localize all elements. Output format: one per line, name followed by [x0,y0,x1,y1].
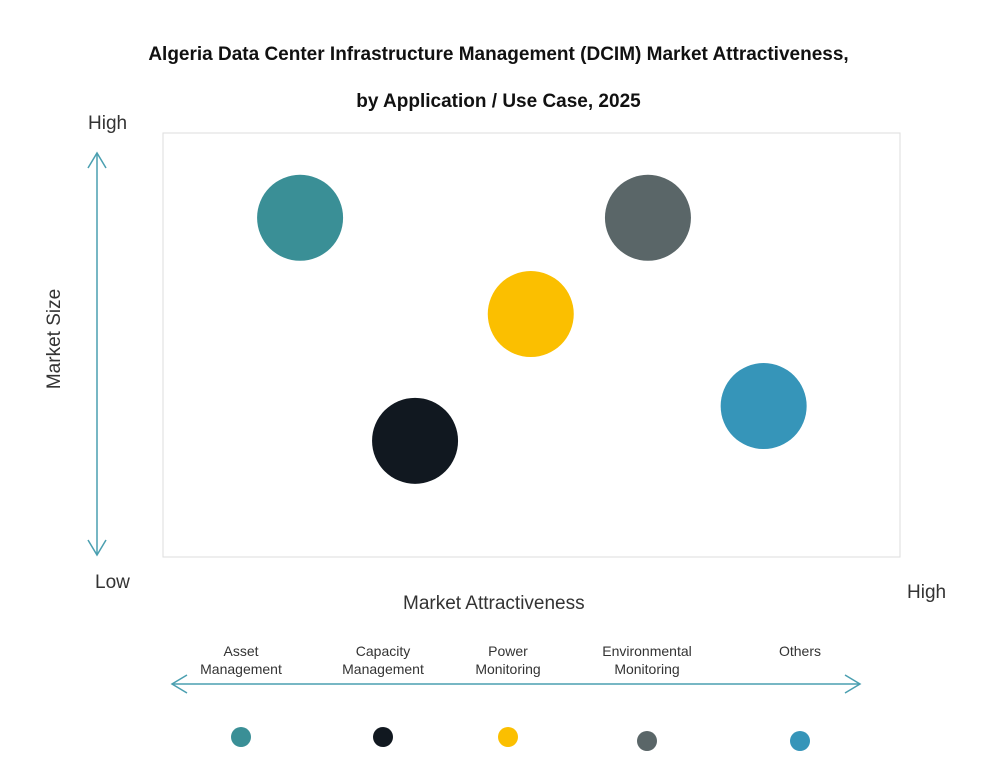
legend-arrow-head-left [170,674,188,694]
legend-dot [373,727,393,747]
y-arrow-head-down [87,539,107,557]
x-high-label: High [907,582,947,603]
legend-arrow-head-right [844,674,862,694]
legend-dot [637,731,657,751]
x-low-label: Low [95,572,130,593]
legend-label: Asset Management [176,642,306,678]
legend-label-line: Power [488,643,528,659]
bubble-asset-management [257,174,344,261]
x-axis-label: Market Attractiveness [403,593,585,614]
legend-label-line: Capacity [355,643,411,659]
bubble-capacity-management [372,397,459,484]
y-arrow-head-up [87,151,107,169]
y-high-label: High [88,113,128,134]
legend-label-line: Monitoring [614,661,680,677]
legend-dot [231,727,251,747]
plot-area [162,132,901,558]
legend-label-line: Management [200,661,282,677]
legend-label: Capacity Management [318,642,448,678]
legend-label-line: Management [342,661,424,677]
bubble-power-monitoring [487,271,574,358]
legend-label-line: Others [778,643,821,659]
legend-label-line: Monitoring [475,661,541,677]
legend-label-line: Asset [223,643,259,659]
bubble-environmental-monitoring [604,174,691,261]
legend-label: Power Monitoring [443,642,573,678]
bubble-others [720,363,807,450]
legend-label-line: Environmental [602,643,692,659]
legend-dot [790,731,810,751]
chart-subtitle: by Application / Use Case, 2025 [356,91,641,112]
legend-label: Environmental Monitoring [582,642,712,678]
legend-label: Others [735,642,865,660]
chart-title: Algeria Data Center Infrastructure Manag… [148,44,849,65]
legend-dot [498,727,518,747]
